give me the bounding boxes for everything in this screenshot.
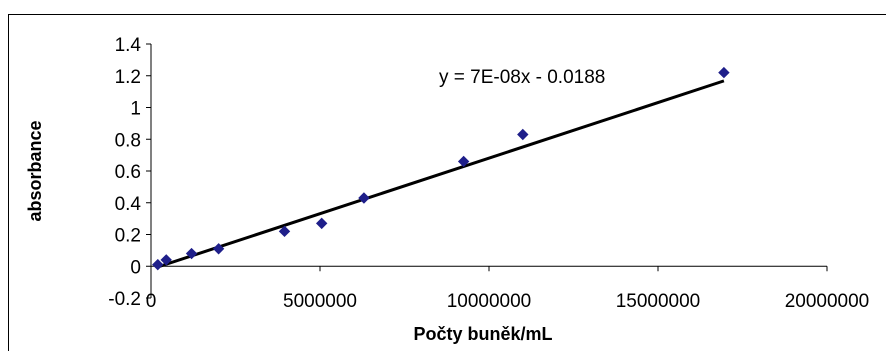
data-point: [457, 155, 470, 168]
y-tick-label: 0: [130, 257, 141, 278]
x-tick-label: 20000000: [785, 291, 870, 312]
chart-frame: -0.2 0 0.2 0.4 0.6 0.8 1 1.2 1.4 0 5000000 10000000…: [8, 14, 886, 351]
trendline-group: [157, 79, 725, 269]
y-tick-label: -0.2: [108, 289, 141, 310]
y-tick-label: 1: [130, 99, 141, 120]
y-tick-label: 0.6: [115, 162, 141, 183]
data-point: [185, 247, 198, 260]
scatter-chart: -0.200.20.40.60.811.21.40 5000000 10000000…: [25, 35, 869, 344]
y-tick-label: 0.8: [115, 130, 141, 151]
y-tick-label: 0.4: [115, 194, 142, 215]
y-tick-label: 1.2: [115, 67, 141, 88]
x-tick-label: 10000000: [447, 291, 532, 312]
data-points: [152, 66, 730, 271]
y-tick-label: 1.4: [115, 35, 142, 56]
y-axis-title: absorbance: [25, 120, 45, 221]
data-point: [358, 192, 370, 204]
trendline: [157, 79, 725, 269]
x-axis-title: Počty buněk/mL: [413, 324, 552, 344]
data-point: [160, 254, 172, 266]
x-tick-label: 5000000: [283, 291, 357, 312]
axes: -0.200.20.40.60.811.21.40 5000000 10000000…: [108, 35, 869, 312]
trendline-equation: y = 7E-08x - 0.0188: [439, 67, 605, 88]
x-tick-label: 0: [146, 291, 157, 312]
data-point: [212, 243, 225, 255]
data-point: [278, 225, 291, 238]
data-point: [315, 217, 328, 230]
y-tick-label: 0.2: [115, 226, 141, 247]
data-point: [718, 66, 730, 79]
data-point: [517, 128, 529, 141]
data-point: [152, 258, 164, 271]
x-tick-label: 15000000: [616, 291, 701, 312]
